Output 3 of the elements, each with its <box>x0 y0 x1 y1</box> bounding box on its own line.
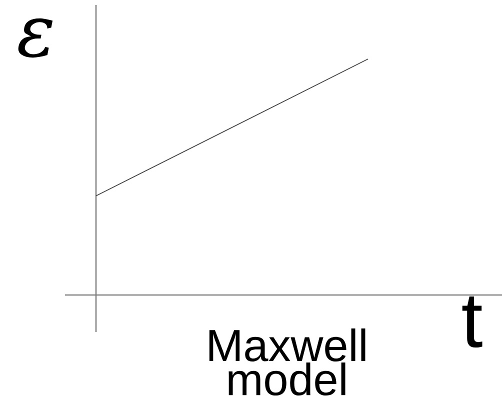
y-axis-title: ε <box>18 18 53 58</box>
text: Maxwell model <box>209 328 366 396</box>
x-axis-title: t <box>462 296 482 348</box>
